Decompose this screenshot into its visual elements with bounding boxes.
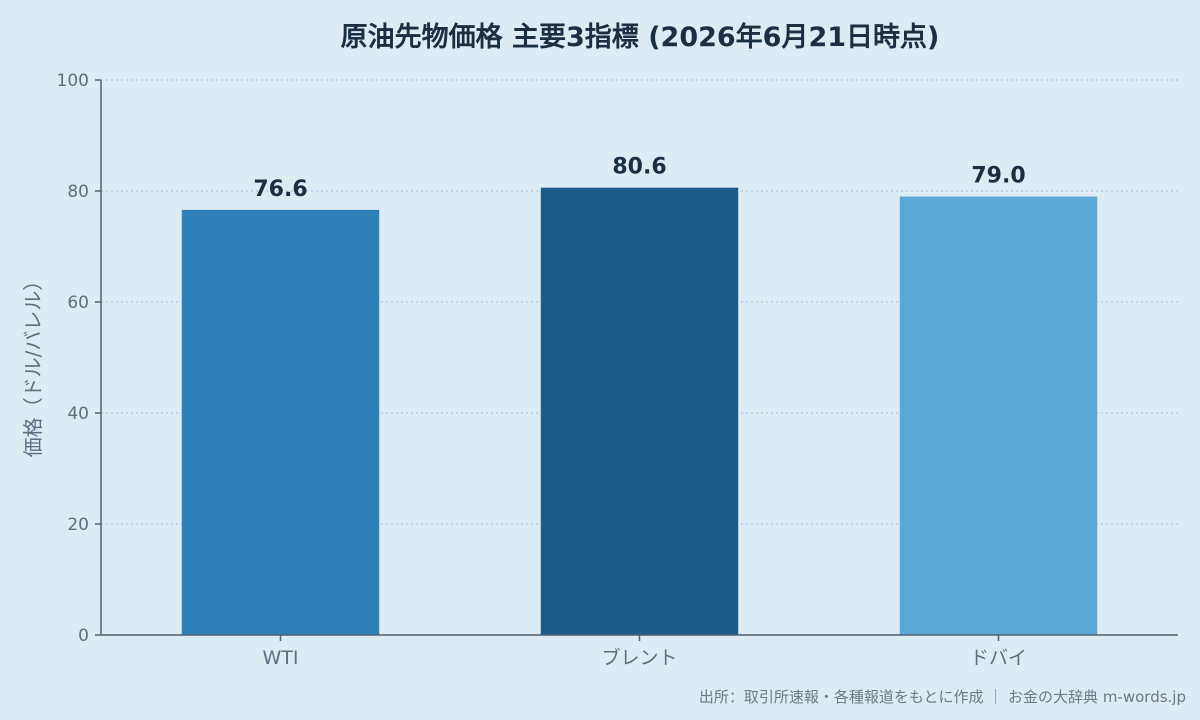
bar <box>540 187 739 636</box>
x-tick-label: ドバイ <box>970 647 1027 669</box>
bar-value-label: 79.0 <box>971 164 1025 189</box>
y-tick-label: 20 <box>67 515 89 535</box>
y-axis-ticks: 0 20 40 60 80 100 <box>57 71 101 646</box>
value-labels: 76.6 80.6 79.0 <box>253 155 1025 202</box>
bar <box>181 209 380 635</box>
bar <box>899 196 1098 636</box>
y-tick-label: 80 <box>67 182 89 202</box>
x-tick-label: ブレント <box>601 646 677 669</box>
bars <box>181 187 1098 636</box>
y-tick-label: 40 <box>67 404 89 424</box>
x-axis-ticks: WTI ブレント ドバイ <box>263 635 1027 669</box>
chart-title: 原油先物価格 主要3指標 (2026年6月21日時点) <box>341 21 940 53</box>
bar-value-label: 80.6 <box>612 155 666 180</box>
source-note: 出所：取引所速報・各種報道をもとに作成 ｜ お金の大辞典 m-words.jp <box>699 688 1186 706</box>
y-tick-label: 60 <box>67 293 89 313</box>
y-tick-label: 0 <box>78 626 89 646</box>
y-tick-label: 100 <box>57 71 89 91</box>
x-tick-label: WTI <box>263 647 299 669</box>
y-axis-label: 価格（ドル/バレル） <box>21 271 45 458</box>
bar-value-label: 76.6 <box>253 177 307 202</box>
